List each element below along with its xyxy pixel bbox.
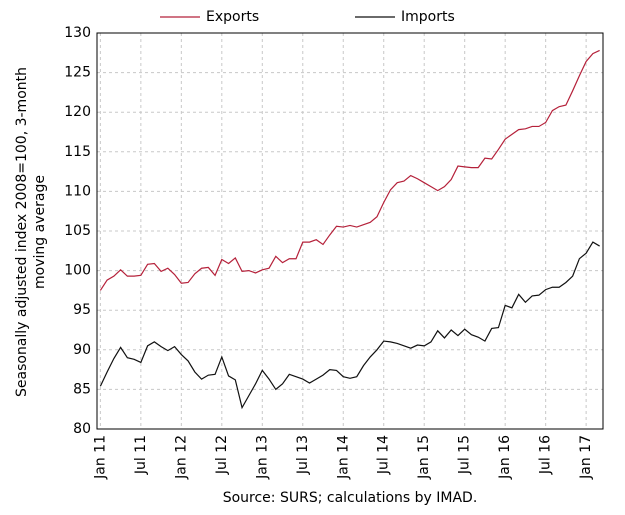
source-note: Source: SURS; calculations by IMAD.	[223, 490, 478, 506]
y-tick-label: 80	[73, 421, 91, 437]
y-tick-label: 95	[73, 302, 91, 318]
legend-label: Exports	[206, 9, 259, 25]
y-tick-label: 100	[64, 263, 91, 279]
y-axis-label: moving average	[32, 175, 48, 289]
x-tick-label: Jan 16	[497, 435, 513, 480]
y-axis-label: Seasonally adjusted index 2008=100, 3-mo…	[14, 67, 30, 397]
x-tick-label: Jul 11	[133, 435, 149, 475]
y-tick-label: 90	[73, 342, 91, 358]
y-tick-label: 115	[64, 144, 91, 160]
x-tick-label: Jan 11	[92, 435, 108, 480]
x-tick-label: Jan 17	[578, 435, 594, 480]
x-tick-label: Jul 13	[295, 435, 311, 475]
y-tick-label: 125	[64, 65, 91, 81]
x-tick-label: Jul 15	[457, 435, 473, 475]
y-tick-label: 120	[64, 104, 91, 120]
x-tick-label: Jan 13	[254, 435, 270, 480]
y-tick-label: 130	[64, 25, 91, 41]
x-tick-label: Jan 15	[416, 435, 432, 480]
x-tick-label: Jan 12	[173, 435, 189, 480]
line-series	[99, 49, 600, 291]
x-tick-label: Jan 14	[335, 435, 351, 480]
y-tick-label: 85	[73, 381, 91, 397]
y-tick-label: 110	[64, 183, 91, 199]
x-tick-label: Jul 12	[214, 435, 230, 475]
legend-label: Imports	[401, 9, 455, 25]
line-series	[99, 241, 600, 410]
x-tick-label: Jul 16	[538, 435, 554, 475]
y-tick-label: 105	[64, 223, 91, 239]
plot-frame	[96, 32, 604, 430]
x-tick-label: Jul 14	[376, 435, 392, 475]
